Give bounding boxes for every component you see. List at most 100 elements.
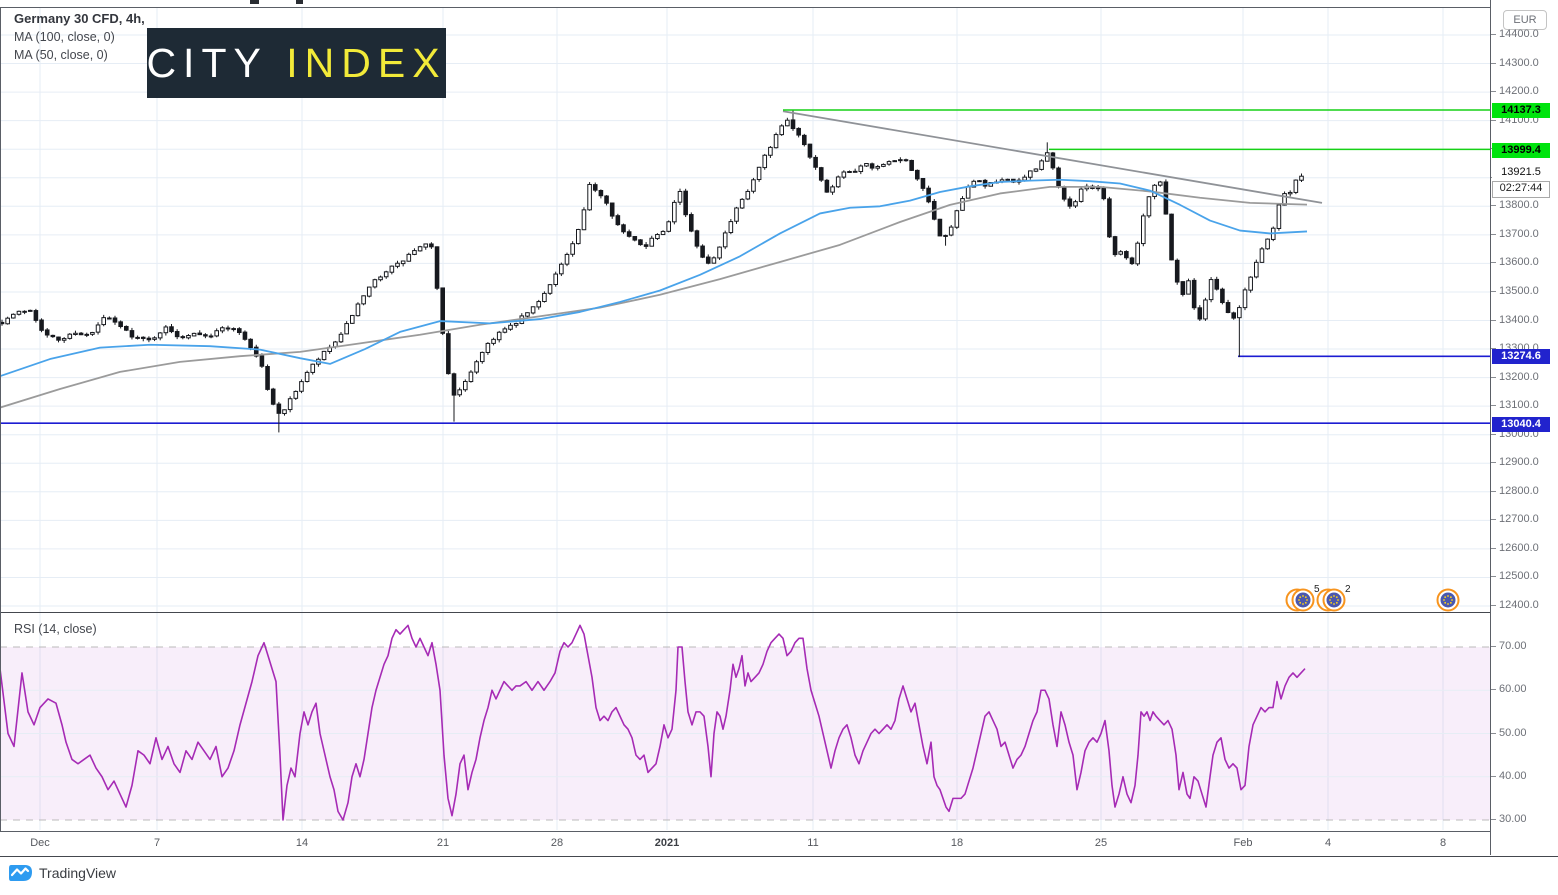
- candle-body: [621, 224, 626, 233]
- candle-body: [920, 178, 926, 189]
- candle-body: [1146, 196, 1152, 217]
- candle-body: [1248, 276, 1253, 291]
- candle-body: [468, 371, 474, 383]
- candle-body: [1039, 160, 1044, 170]
- candle-body: [1180, 281, 1186, 295]
- currency-badge[interactable]: EUR: [1503, 10, 1547, 30]
- tradingview-attribution[interactable]: TradingView: [8, 864, 116, 882]
- candle-body: [1078, 188, 1084, 202]
- candle-body: [587, 183, 592, 211]
- candle-body: [383, 271, 389, 278]
- candle-body: [366, 286, 372, 297]
- candle-body: [429, 243, 434, 248]
- candle-body: [73, 332, 78, 336]
- eu-star-dot: [1304, 601, 1307, 604]
- candle-body: [756, 166, 762, 181]
- candle-body: [406, 253, 412, 262]
- candle-body: [1203, 299, 1208, 320]
- candle-body: [898, 159, 903, 162]
- candle-body: [886, 161, 892, 165]
- candle-body: [107, 317, 112, 320]
- candle-body: [1276, 204, 1282, 229]
- candle-body: [841, 171, 847, 178]
- candle-body: [1005, 178, 1011, 181]
- candle-body: [717, 246, 722, 259]
- candle-body: [615, 215, 621, 226]
- candle-body: [180, 336, 186, 339]
- eu-star-dot: [1335, 596, 1338, 599]
- price-tick: 13200.0: [1491, 370, 1539, 383]
- ma50-line: [0, 178, 1308, 378]
- eu-star-dot: [1447, 595, 1449, 597]
- price-tick: 12600.0: [1491, 541, 1539, 554]
- candle-body: [1118, 251, 1124, 255]
- candle-body: [807, 143, 813, 158]
- candle-body: [372, 279, 378, 288]
- candle-body: [90, 331, 95, 335]
- ma50-legend[interactable]: MA (50, close, 0): [14, 48, 108, 62]
- price-tick: 12700.0: [1491, 513, 1539, 526]
- candle-body: [16, 310, 22, 315]
- candle-body: [304, 371, 310, 383]
- candle-body: [965, 186, 971, 199]
- time-tick: 2021: [654, 837, 680, 849]
- time-axis[interactable]: Dec 7 14 21 28 2021 11 18 25 Feb 4 8: [0, 831, 1558, 857]
- candle-body: [259, 355, 265, 367]
- event-marker[interactable]: 2: [1316, 584, 1352, 612]
- candle-body: [660, 230, 666, 236]
- candle-body: [101, 317, 107, 326]
- eu-star-dot: [1444, 601, 1447, 604]
- candle-body: [745, 190, 751, 200]
- event-marker[interactable]: 5: [1285, 584, 1321, 612]
- eu-star-dot: [1302, 603, 1304, 605]
- candle-body: [818, 167, 824, 181]
- candle-body: [1022, 176, 1027, 181]
- candle-body: [1265, 238, 1270, 250]
- eu-flag-icon: [1295, 592, 1311, 608]
- candle-body: [485, 342, 491, 353]
- price-tick: 13400.0: [1491, 313, 1539, 326]
- ma100-line: [0, 185, 1308, 409]
- candle-body: [977, 180, 982, 183]
- candle-body: [1191, 279, 1197, 309]
- logo-index-text: INDEX: [267, 39, 447, 86]
- rsi-pane[interactable]: [0, 613, 1490, 830]
- candle-body: [157, 332, 163, 339]
- candle-body: [152, 337, 157, 340]
- price-tick: 13700.0: [1491, 227, 1539, 240]
- candle-body: [1073, 201, 1078, 207]
- candle-body: [118, 321, 123, 328]
- ma100-legend[interactable]: MA (100, close, 0): [14, 30, 115, 44]
- candle-body: [971, 180, 977, 188]
- candle-body: [1152, 184, 1157, 197]
- candle-body: [700, 245, 705, 258]
- pane-divider[interactable]: [0, 612, 1558, 613]
- candle-body: [61, 338, 67, 341]
- candle-body: [525, 312, 530, 317]
- price-tick: 14200.0: [1491, 85, 1539, 98]
- candle-body: [1208, 279, 1214, 301]
- candle-body: [892, 160, 898, 163]
- resistance-price-label: 14137.3: [1492, 103, 1550, 118]
- candle-body: [609, 202, 615, 217]
- candle-body: [1282, 193, 1287, 206]
- symbol-title[interactable]: Germany 30 CFD, 4h,: [14, 11, 145, 26]
- candle-body: [1259, 248, 1265, 263]
- candle-body: [694, 230, 700, 247]
- candle-body: [689, 214, 694, 232]
- price-axis[interactable]: EUR 14400.014300.014200.014100.014000.01…: [1490, 0, 1558, 855]
- candle-body: [434, 246, 440, 289]
- eu-star-dot: [1444, 596, 1447, 599]
- candle-body: [734, 207, 739, 222]
- event-marker[interactable]: [1436, 588, 1460, 612]
- candle-body: [1174, 259, 1180, 283]
- candle-body: [39, 319, 44, 331]
- eu-star-dot: [1447, 603, 1449, 605]
- candle-body: [361, 295, 366, 305]
- rsi-indicator-label[interactable]: RSI (14, close): [14, 622, 97, 636]
- candle-body: [559, 263, 564, 275]
- candle-body: [1135, 242, 1140, 265]
- support-price-label: 13274.6: [1492, 349, 1550, 364]
- candle-body: [400, 260, 406, 265]
